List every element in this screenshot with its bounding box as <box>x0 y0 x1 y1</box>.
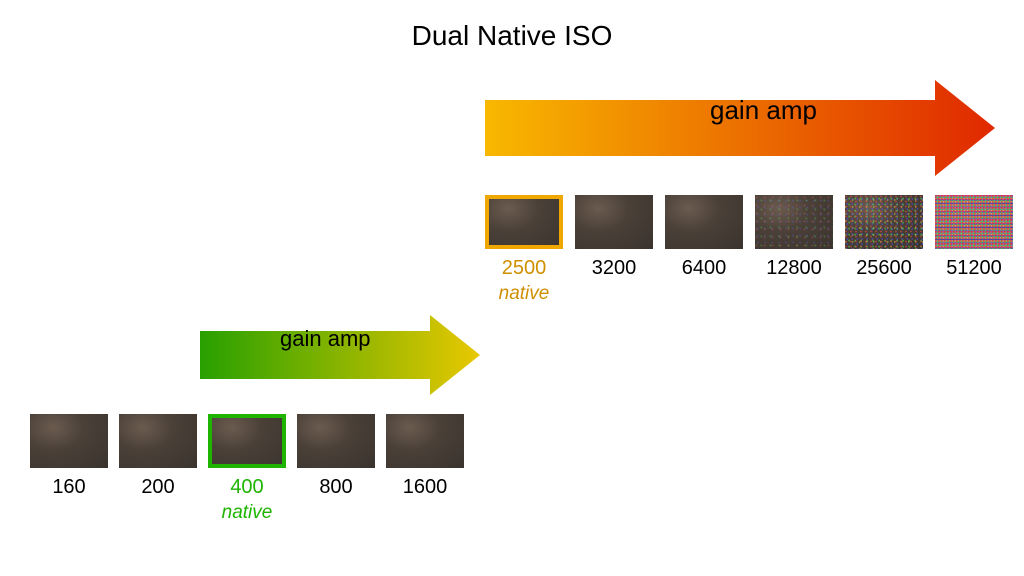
iso-thumb <box>665 195 743 249</box>
iso-thumb <box>755 195 833 249</box>
iso-label: 1600 <box>386 476 464 499</box>
iso-label: 6400 <box>665 257 743 280</box>
iso-label: 2500 <box>485 257 563 280</box>
iso-thumb <box>297 414 375 468</box>
native-sublabel: native <box>208 502 286 524</box>
title-text: Dual Native ISO <box>412 20 613 51</box>
diagram-canvas: Dual Native ISO gain amp gain amp 2500 na… <box>0 0 1024 576</box>
iso-thumb <box>386 414 464 468</box>
iso-thumb <box>208 414 286 468</box>
iso-label: 12800 <box>755 257 833 280</box>
iso-label: 200 <box>119 476 197 499</box>
gain-amp-label-lower: gain amp <box>280 326 371 352</box>
iso-label: 400 <box>208 476 286 499</box>
iso-thumb <box>30 414 108 468</box>
iso-label: 25600 <box>845 257 923 280</box>
iso-thumb <box>119 414 197 468</box>
iso-thumb <box>935 195 1013 249</box>
page-title: Dual Native ISO <box>0 20 1024 52</box>
native-sublabel: native <box>485 283 563 305</box>
gain-amp-label-upper: gain amp <box>710 95 817 126</box>
iso-thumb <box>485 195 563 249</box>
iso-label: 160 <box>30 476 108 499</box>
iso-label: 51200 <box>935 257 1013 280</box>
iso-thumb <box>845 195 923 249</box>
iso-label: 800 <box>297 476 375 499</box>
iso-thumb <box>575 195 653 249</box>
iso-label: 3200 <box>575 257 653 280</box>
